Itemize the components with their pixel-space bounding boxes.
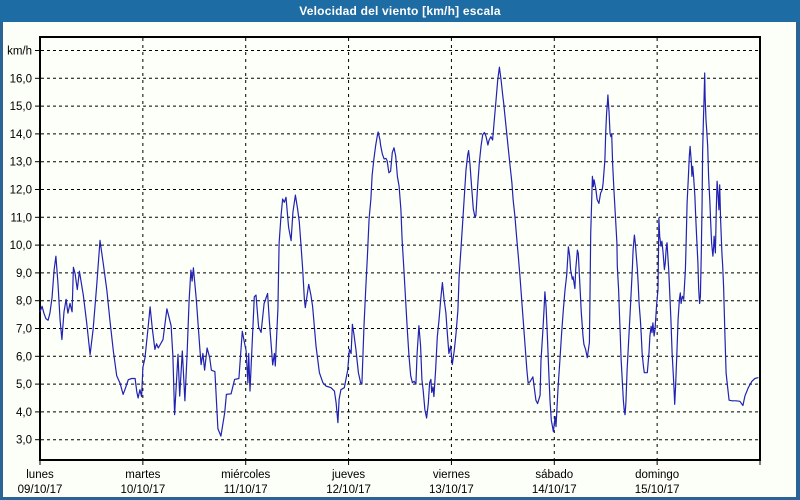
y-axis-label: 6,0 (16, 351, 32, 363)
y-axis-label: 12,0 (10, 185, 32, 197)
x-axis-date-label: 13/10/17 (429, 484, 474, 496)
x-axis-day-label: jueves (331, 469, 365, 481)
y-axis-label: 16,0 (10, 73, 32, 85)
y-axis-label: 10,0 (10, 240, 32, 252)
window-frame-bottom (0, 497, 800, 500)
y-axis-label: 9,0 (16, 268, 32, 280)
y-axis-label: 5,0 (16, 379, 32, 391)
plot-background (40, 37, 760, 460)
y-axis-label: 4,0 (16, 407, 32, 419)
x-axis-day-label: lunes (26, 469, 54, 481)
plot-border (39, 36, 761, 461)
x-axis-day-label: sábado (535, 469, 573, 481)
x-axis-day-label: martes (125, 469, 160, 481)
y-axis-label: 3,0 (16, 435, 32, 447)
x-axis-day-label: viernes (433, 469, 470, 481)
y-axis-label: 15,0 (10, 101, 32, 113)
x-axis-day-label: domingo (635, 469, 679, 481)
x-axis-date-label: 12/10/17 (326, 484, 371, 496)
y-axis-label: 8,0 (16, 296, 32, 308)
x-axis-date-label: 14/10/17 (532, 484, 577, 496)
y-axis-label: 13,0 (10, 157, 32, 169)
window-frame-right (796, 0, 800, 500)
x-axis-date-label: 09/10/17 (18, 484, 63, 496)
chart-title-bar: Velocidad del viento [km/h] escala (0, 0, 800, 22)
window-frame-left (0, 0, 3, 500)
x-axis-date-label: 10/10/17 (120, 484, 165, 496)
y-axis-label: km/h (7, 46, 32, 58)
wind-speed-line (39, 66, 759, 437)
x-axis-date-label: 15/10/17 (635, 484, 680, 496)
y-axis-label: 7,0 (16, 324, 32, 336)
x-axis-date-label: 11/10/17 (224, 484, 268, 496)
y-axis-label: 14,0 (10, 129, 32, 141)
y-axis-label: 11,0 (10, 212, 32, 224)
chart-title: Velocidad del viento [km/h] escala (299, 4, 501, 18)
x-axis-day-label: miércoles (221, 469, 270, 481)
